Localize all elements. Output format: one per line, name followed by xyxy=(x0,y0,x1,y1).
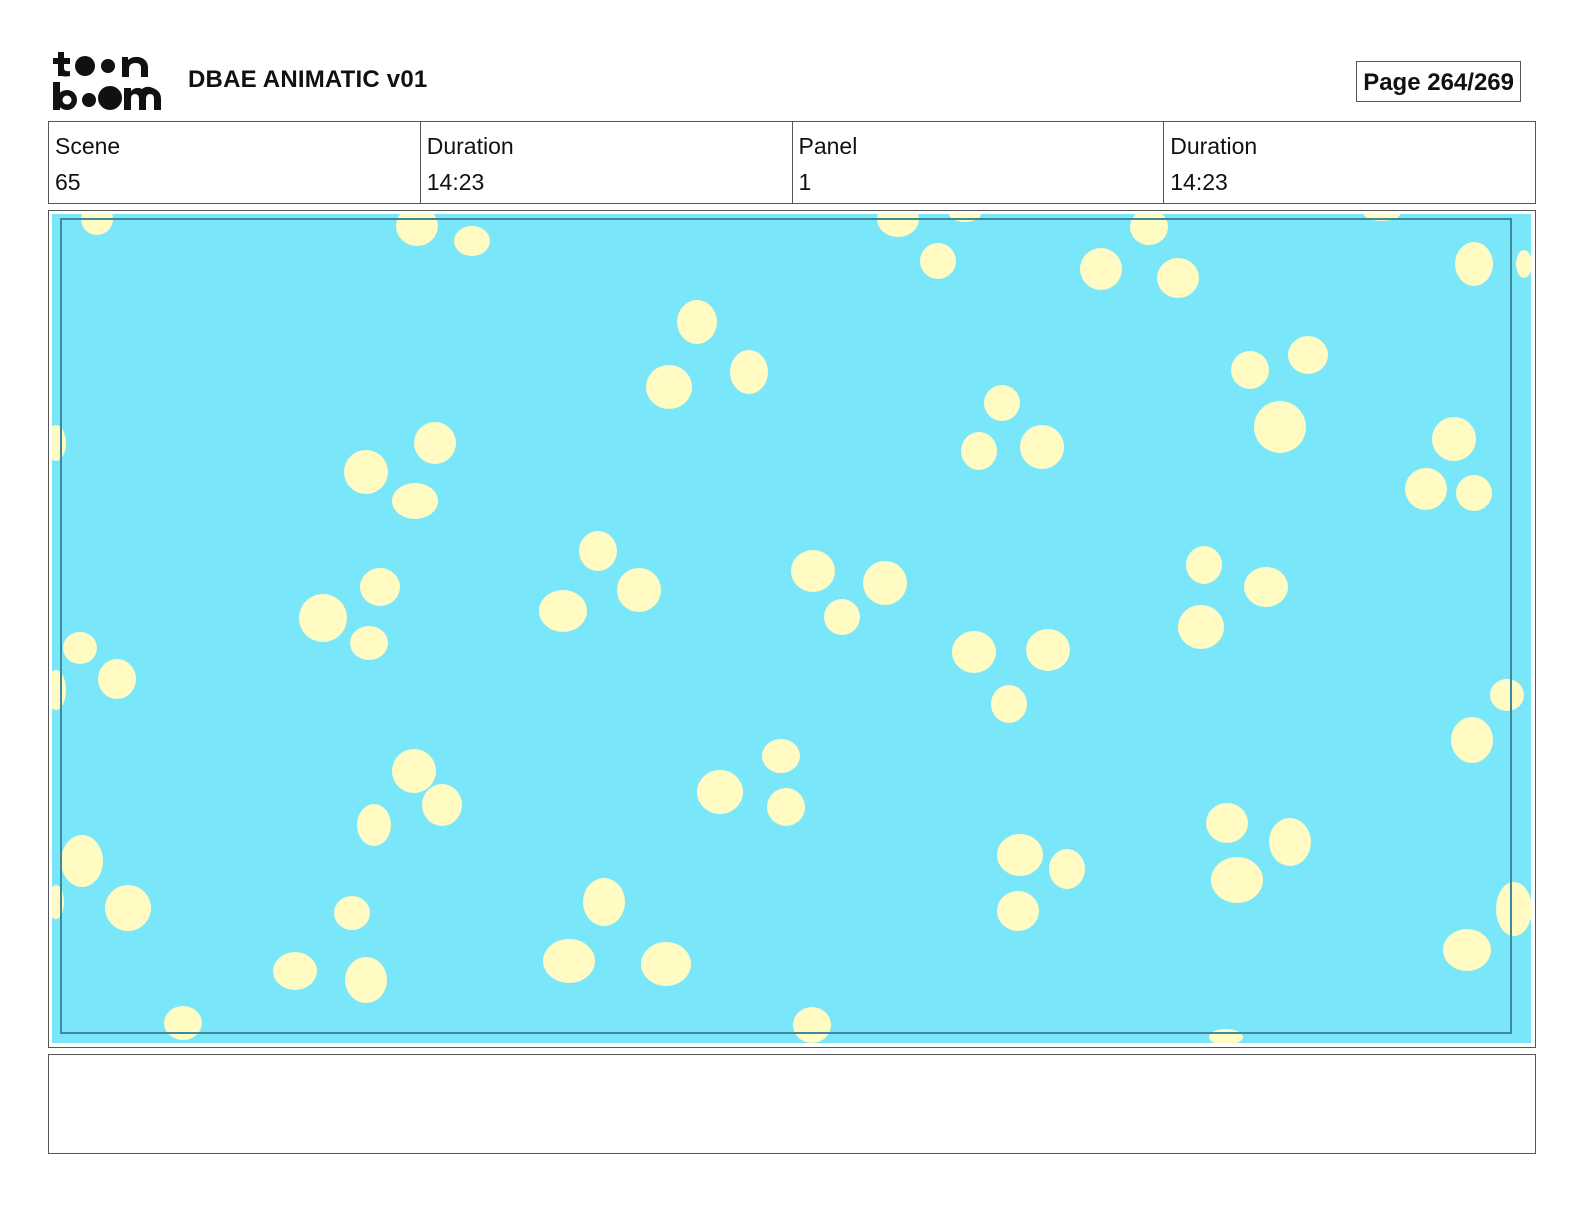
polka-dot xyxy=(1443,929,1491,971)
polka-dot xyxy=(105,885,151,931)
polka-dot xyxy=(299,594,347,642)
polka-dot xyxy=(357,804,391,846)
polka-dot xyxy=(961,432,997,470)
polka-dot xyxy=(98,659,136,699)
polka-dot xyxy=(1432,417,1476,461)
polka-dot xyxy=(392,483,438,519)
polka-dot xyxy=(1405,468,1447,510)
polka-dot xyxy=(1026,629,1070,671)
polka-dot xyxy=(1496,882,1531,936)
polka-dot xyxy=(1231,351,1269,389)
storyboard-panel-image xyxy=(52,214,1531,1043)
polka-dot xyxy=(991,685,1027,723)
polka-dot xyxy=(539,590,587,632)
polka-dot xyxy=(1206,803,1248,843)
polka-dot xyxy=(63,632,97,664)
polka-dot xyxy=(1456,475,1492,511)
polka-dot xyxy=(730,350,768,394)
polka-dot xyxy=(1254,401,1306,453)
panel-label: Panel xyxy=(798,133,858,159)
polka-dot xyxy=(1020,425,1064,469)
polka-dot xyxy=(1186,546,1222,584)
polka-dot xyxy=(920,243,956,279)
polka-dot xyxy=(1211,857,1263,903)
panel-duration-value: 14:23 xyxy=(1170,169,1228,195)
scene-duration-cell: Duration 14:23 xyxy=(419,122,792,203)
polka-dot xyxy=(762,739,800,773)
polka-dot xyxy=(543,939,595,983)
polka-dot xyxy=(396,214,438,246)
polka-dot-pattern xyxy=(52,214,1531,1043)
polka-dot xyxy=(344,450,388,494)
polka-dot xyxy=(52,425,66,461)
polka-dot xyxy=(697,770,743,814)
polka-dot xyxy=(952,631,996,673)
polka-dot xyxy=(414,422,456,464)
polka-dot xyxy=(360,568,400,606)
scene-duration-label: Duration xyxy=(426,133,514,159)
scene-value: 65 xyxy=(55,169,81,195)
polka-dot xyxy=(1288,336,1328,374)
polka-dot xyxy=(1080,248,1122,290)
polka-dot xyxy=(392,749,436,793)
polka-dot xyxy=(791,550,835,592)
polka-dot xyxy=(984,385,1020,421)
polka-dot xyxy=(334,896,370,930)
polka-dot xyxy=(350,626,388,660)
polka-dot xyxy=(1178,605,1224,649)
polka-dot xyxy=(863,561,907,605)
polka-dot xyxy=(997,834,1043,876)
polka-dot xyxy=(164,1006,202,1040)
panel-info-table: Scene 65 Duration 14:23 Panel 1 Duration… xyxy=(48,121,1536,204)
polka-dot xyxy=(52,670,66,710)
panel-duration-label: Duration xyxy=(1170,133,1258,159)
polka-dot xyxy=(345,957,387,1003)
panel-notes-box xyxy=(48,1054,1536,1154)
panel-value: 1 xyxy=(798,169,812,195)
polka-dot xyxy=(1455,242,1493,286)
scene-label: Scene xyxy=(55,133,121,159)
polka-dot xyxy=(1130,214,1168,245)
polka-dot xyxy=(767,788,805,826)
polka-dot xyxy=(1049,849,1085,889)
camera-safe-frame xyxy=(60,218,1512,1034)
polka-dot xyxy=(454,226,490,256)
polka-dot xyxy=(1490,679,1524,711)
polka-dot xyxy=(579,531,617,571)
polka-dot xyxy=(1244,567,1288,607)
polka-dot xyxy=(273,952,317,990)
polka-dot xyxy=(61,835,103,887)
panel-duration-cell: Duration 14:23 xyxy=(1163,122,1535,203)
polka-dot xyxy=(583,878,625,926)
scene-duration-value: 14:23 xyxy=(426,169,485,195)
polka-dot xyxy=(677,300,717,344)
document-title: DBAE ANIMATIC v01 xyxy=(188,66,428,93)
polka-dot xyxy=(646,365,692,409)
polka-dot xyxy=(617,568,661,612)
toon-boom-logo xyxy=(52,50,164,112)
panel-background xyxy=(52,214,1531,1043)
polka-dot xyxy=(824,599,860,635)
polka-dot xyxy=(641,942,691,986)
storyboard-panel-frame xyxy=(48,210,1536,1048)
polka-dot xyxy=(1451,717,1493,763)
polka-dot xyxy=(1516,250,1531,278)
polka-dot xyxy=(997,891,1039,931)
page-indicator: Page 264/269 xyxy=(1356,61,1521,102)
panel-cell: Panel 1 xyxy=(791,122,1164,203)
polka-dot xyxy=(1269,818,1311,866)
polka-dot xyxy=(1157,258,1199,298)
polka-dot xyxy=(422,784,462,826)
polka-dot xyxy=(793,1007,831,1043)
scene-cell: Scene 65 xyxy=(49,122,420,203)
